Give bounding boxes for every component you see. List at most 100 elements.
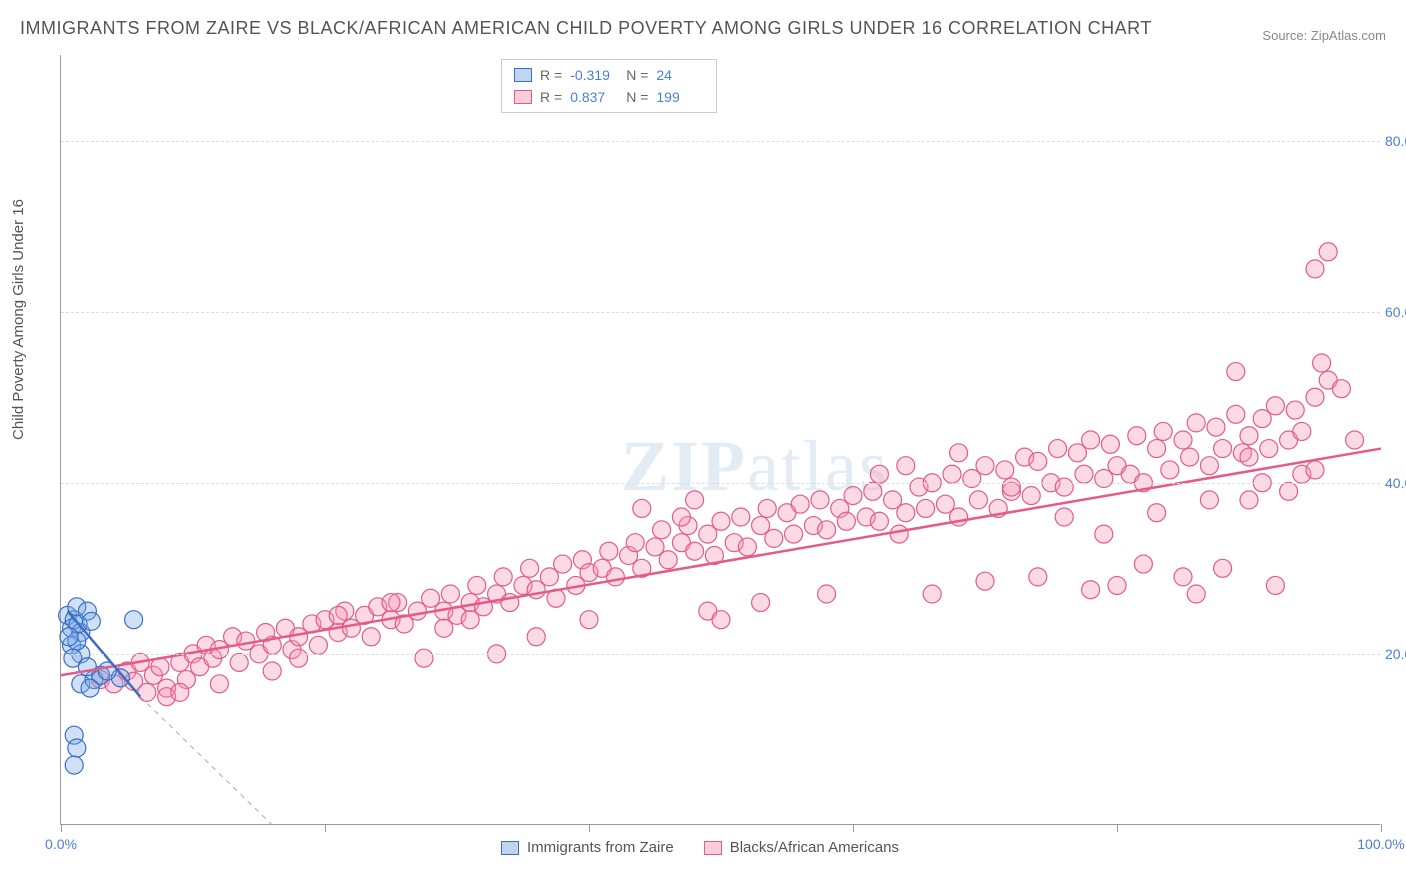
- data-point: [1174, 431, 1192, 449]
- data-point: [290, 649, 308, 667]
- data-point: [1161, 461, 1179, 479]
- data-point: [441, 585, 459, 603]
- data-point: [138, 683, 156, 701]
- data-point: [1082, 581, 1100, 599]
- data-point: [1240, 427, 1258, 445]
- data-point: [1280, 482, 1298, 500]
- data-point: [468, 576, 486, 594]
- data-point: [1227, 363, 1245, 381]
- data-point: [686, 491, 704, 509]
- data-point: [1266, 576, 1284, 594]
- legend-item-black: Blacks/African Americans: [704, 839, 899, 856]
- data-point: [68, 739, 86, 757]
- trend-line: [140, 697, 272, 825]
- data-point: [1148, 440, 1166, 458]
- data-point: [1101, 435, 1119, 453]
- data-point: [1200, 457, 1218, 475]
- data-point: [672, 508, 690, 526]
- xtick: [61, 824, 62, 832]
- gridline: [61, 141, 1380, 142]
- data-point: [943, 465, 961, 483]
- data-point: [1055, 478, 1073, 496]
- data-point: [758, 499, 776, 517]
- data-point: [125, 611, 143, 629]
- data-point: [382, 594, 400, 612]
- data-point: [996, 461, 1014, 479]
- data-point: [1240, 491, 1258, 509]
- data-point: [969, 491, 987, 509]
- data-point: [765, 529, 783, 547]
- data-point: [738, 538, 756, 556]
- data-point: [1029, 452, 1047, 470]
- data-point: [1286, 401, 1304, 419]
- data-point: [1049, 440, 1067, 458]
- data-point: [362, 628, 380, 646]
- data-point: [633, 499, 651, 517]
- xtick: [589, 824, 590, 832]
- xtick: [1381, 824, 1382, 832]
- series-legend: Immigrants from Zaire Blacks/African Ame…: [501, 839, 899, 856]
- data-point: [811, 491, 829, 509]
- data-point: [494, 568, 512, 586]
- xtick-label: 0.0%: [45, 836, 77, 852]
- data-point: [818, 521, 836, 539]
- data-point: [1029, 568, 1047, 586]
- data-point: [1148, 504, 1166, 522]
- gridline: [61, 312, 1380, 313]
- ytick-label: 80.0%: [1385, 133, 1406, 149]
- data-point: [890, 525, 908, 543]
- data-point: [1207, 418, 1225, 436]
- data-point: [1346, 431, 1364, 449]
- data-point: [263, 662, 281, 680]
- data-point: [870, 465, 888, 483]
- swatch-pink-icon: [704, 841, 722, 855]
- data-point: [837, 512, 855, 530]
- data-point: [818, 585, 836, 603]
- data-point: [1319, 243, 1337, 261]
- gridline: [61, 483, 1380, 484]
- source-label: Source:: [1262, 28, 1307, 43]
- data-point: [626, 534, 644, 552]
- data-point: [554, 555, 572, 573]
- plot-area: ZIPatlas R = -0.319 N = 24 R = 0.837 N =…: [60, 55, 1380, 825]
- data-point: [527, 628, 545, 646]
- data-point: [1174, 568, 1192, 586]
- swatch-blue-icon: [501, 841, 519, 855]
- data-point: [1214, 440, 1232, 458]
- data-point: [81, 679, 99, 697]
- data-point: [1082, 431, 1100, 449]
- data-point: [230, 653, 248, 671]
- xtick-label: 100.0%: [1357, 836, 1404, 852]
- legend-row-black: R = 0.837 N = 199: [514, 86, 704, 108]
- r-label: R =: [540, 86, 562, 108]
- data-point: [580, 611, 598, 629]
- data-point: [752, 594, 770, 612]
- xtick: [1117, 824, 1118, 832]
- data-point: [415, 649, 433, 667]
- data-point: [976, 457, 994, 475]
- data-point: [1128, 427, 1146, 445]
- data-point: [60, 628, 78, 646]
- data-point: [791, 495, 809, 513]
- legend-label-black: Blacks/African Americans: [730, 839, 899, 856]
- data-point: [897, 504, 915, 522]
- data-point: [82, 612, 100, 630]
- data-point: [1293, 422, 1311, 440]
- data-point: [606, 568, 624, 586]
- r-value-black: 0.837: [570, 86, 618, 108]
- source-attribution: Source: ZipAtlas.com: [1262, 28, 1386, 43]
- data-point: [600, 542, 618, 560]
- n-value-zaire: 24: [656, 64, 704, 86]
- data-point: [917, 499, 935, 517]
- legend-label-zaire: Immigrants from Zaire: [527, 839, 674, 856]
- ytick-label: 40.0%: [1385, 475, 1406, 491]
- data-point: [844, 487, 862, 505]
- data-point: [732, 508, 750, 526]
- data-point: [1227, 405, 1245, 423]
- data-point: [1260, 440, 1278, 458]
- legend-item-zaire: Immigrants from Zaire: [501, 839, 674, 856]
- data-point: [1214, 559, 1232, 577]
- data-point: [1055, 508, 1073, 526]
- data-point: [1181, 448, 1199, 466]
- ytick-label: 20.0%: [1385, 646, 1406, 662]
